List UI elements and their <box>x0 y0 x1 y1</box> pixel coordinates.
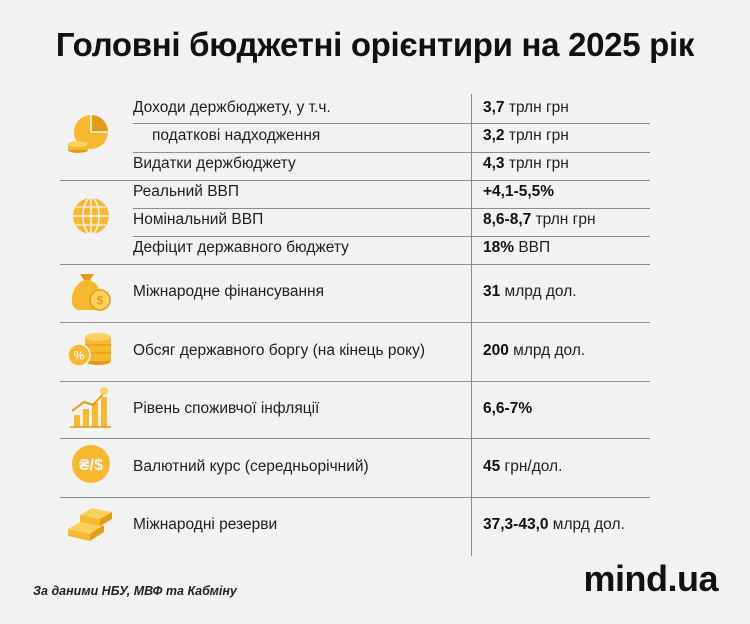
row-value: 8,6-8,7 трлн грн <box>483 211 596 228</box>
row-label: Реальний ВВП <box>133 183 240 200</box>
globe-icon <box>73 197 109 235</box>
row-label: Номінальний ВВП <box>133 211 264 228</box>
row-divider <box>133 208 650 209</box>
row-label: Дефіцит державного бюджету <box>133 239 349 256</box>
row-value: 37,3-43,0 млрд дол. <box>483 516 625 533</box>
row-label: Міжнародні резерви <box>133 516 278 533</box>
row-value: 4,3 трлн грн <box>483 155 569 172</box>
row-label: Міжнародне фінансування <box>133 283 324 300</box>
source-note: За даними НБУ, МВФ та Кабміну <box>33 584 237 598</box>
inflation-chart-icon <box>70 387 111 428</box>
row-label: Видатки держбюджету <box>133 155 296 172</box>
row-label: Доходи держбюджету, у т.ч. <box>133 99 331 116</box>
group-divider <box>60 264 650 265</box>
coin-stack-percent-icon: % <box>67 333 111 367</box>
group-divider <box>60 497 650 498</box>
row-label: податкові надходження <box>152 127 321 144</box>
brand-logo: mind.ua <box>583 558 718 599</box>
pie-chart-coins-icon <box>68 115 108 153</box>
row-value: 3,2 трлн грн <box>483 127 569 144</box>
money-bag-coins-icon: $ <box>71 274 111 311</box>
row-divider <box>133 123 650 124</box>
group-divider <box>60 438 650 439</box>
row-value: +4,1-5,5% <box>483 183 555 200</box>
column-divider <box>471 94 472 556</box>
row-label: Валютний курс (середньорічний) <box>133 458 369 475</box>
row-divider <box>133 152 650 153</box>
row-value: 200 млрд дол. <box>483 342 586 359</box>
row-value: 45 грн/дол. <box>483 458 563 475</box>
row-value: 6,6-7% <box>483 400 533 417</box>
group-divider <box>60 322 650 323</box>
row-label: Рівень споживчої інфляції <box>133 400 320 417</box>
row-label: Обсяг державного боргу (на кінець року) <box>133 342 426 359</box>
row-value: 3,7 трлн грн <box>483 99 569 116</box>
budget-table: Доходи держбюджету, у т.ч. 3,7 трлн грн … <box>0 92 750 558</box>
svg-text:%: % <box>74 349 85 363</box>
page-title: Головні бюджетні орієнтири на 2025 рік <box>55 26 695 63</box>
group-divider <box>60 381 650 382</box>
group-divider <box>60 180 650 181</box>
row-value: 18% ВВП <box>483 239 551 256</box>
row-divider <box>133 236 650 237</box>
currency-exchange-icon: ₴/$ <box>72 445 110 483</box>
svg-text:₴/$: ₴/$ <box>79 457 103 474</box>
gold-bars-icon <box>68 508 112 541</box>
row-value: 31 млрд дол. <box>483 283 577 300</box>
svg-text:$: $ <box>97 294 104 308</box>
